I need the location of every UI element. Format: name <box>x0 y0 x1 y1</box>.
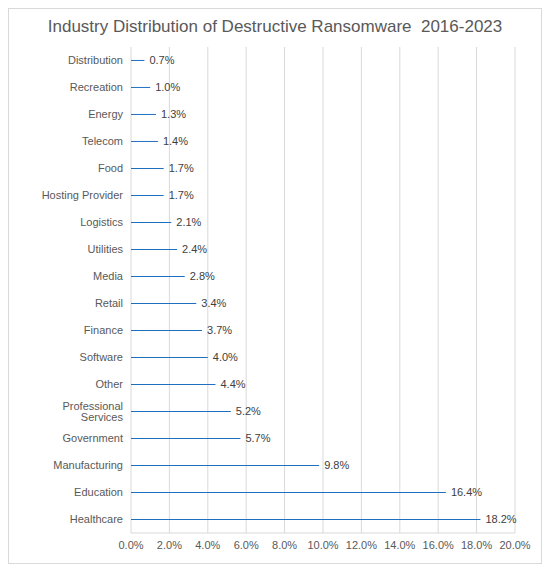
svg-text:4.0%: 4.0% <box>213 351 238 363</box>
svg-text:Education: Education <box>74 486 123 498</box>
svg-text:Telecom: Telecom <box>82 135 123 147</box>
svg-text:5.7%: 5.7% <box>245 432 270 444</box>
svg-text:Distribution: Distribution <box>68 54 123 66</box>
svg-text:12.0%: 12.0% <box>346 539 377 551</box>
svg-text:Energy: Energy <box>88 108 123 120</box>
svg-text:Government: Government <box>62 432 123 444</box>
svg-text:2.0%: 2.0% <box>157 539 182 551</box>
svg-text:18.2%: 18.2% <box>485 513 516 525</box>
svg-text:3.7%: 3.7% <box>207 324 232 336</box>
svg-text:Finance: Finance <box>84 324 123 336</box>
svg-text:8.0%: 8.0% <box>272 539 297 551</box>
svg-text:3.4%: 3.4% <box>201 297 226 309</box>
svg-text:20.0%: 20.0% <box>499 539 530 551</box>
svg-text:Food: Food <box>98 162 123 174</box>
svg-text:4.4%: 4.4% <box>220 378 245 390</box>
svg-text:4.0%: 4.0% <box>195 539 220 551</box>
svg-text:1.3%: 1.3% <box>161 108 186 120</box>
svg-text:Utilities: Utilities <box>88 243 124 255</box>
svg-text:16.0%: 16.0% <box>423 539 454 551</box>
svg-text:0.7%: 0.7% <box>149 54 174 66</box>
svg-text:1.0%: 1.0% <box>155 81 180 93</box>
svg-text:0.0%: 0.0% <box>118 539 143 551</box>
svg-text:18.0%: 18.0% <box>461 539 492 551</box>
svg-text:Retail: Retail <box>95 297 123 309</box>
svg-text:6.0%: 6.0% <box>234 539 259 551</box>
svg-text:Recreation: Recreation <box>70 81 123 93</box>
svg-text:2.1%: 2.1% <box>176 216 201 228</box>
svg-text:Other: Other <box>95 378 123 390</box>
svg-text:16.4%: 16.4% <box>451 486 482 498</box>
svg-text:Media: Media <box>93 270 124 282</box>
svg-text:Healthcare: Healthcare <box>70 513 123 525</box>
html-text:Industry Distribution of Destr: Industry Distribution of Destructive Ran… <box>47 17 503 36</box>
svg-text:Manufacturing: Manufacturing <box>53 459 123 471</box>
svg-text:ProfessionalServices: ProfessionalServices <box>62 400 123 423</box>
svg-text:14.0%: 14.0% <box>384 539 415 551</box>
svg-text:1.4%: 1.4% <box>163 135 188 147</box>
svg-text:2.4%: 2.4% <box>182 243 207 255</box>
svg-text:10.0%: 10.0% <box>307 539 338 551</box>
svg-text:Hosting Provider: Hosting Provider <box>42 189 124 201</box>
svg-text:Software: Software <box>80 351 123 363</box>
svg-text:2.8%: 2.8% <box>190 270 215 282</box>
svg-text:5.2%: 5.2% <box>236 405 261 417</box>
svg-text:1.7%: 1.7% <box>169 162 194 174</box>
svg-text:1.7%: 1.7% <box>169 189 194 201</box>
svg-text:Logistics: Logistics <box>80 216 123 228</box>
svg-text:9.8%: 9.8% <box>324 459 349 471</box>
